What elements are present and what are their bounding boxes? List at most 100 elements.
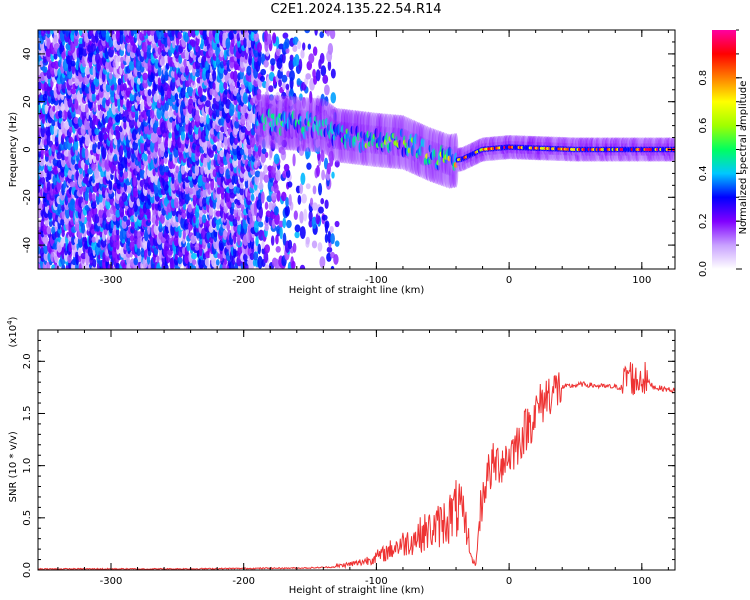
- noise-cell: [283, 163, 290, 172]
- noise-cell: [133, 257, 139, 266]
- noise-cell: [211, 257, 217, 268]
- noise-cell: [294, 231, 300, 239]
- noise-cell: [119, 205, 125, 218]
- noise-cell: [53, 124, 58, 136]
- snr-panel: -300 -200 -100 0 100 0.0 0.5 1.0 1.5 2.0 Height o…: [6, 316, 676, 596]
- noise-cell: [319, 31, 325, 39]
- noise-cell: [142, 257, 148, 269]
- noise-cell: [300, 49, 305, 59]
- noise-cell: [223, 88, 229, 95]
- noise-cell: [122, 83, 127, 91]
- noise-cell: [305, 73, 312, 80]
- noise-cell: [159, 213, 165, 224]
- noise-cell: [93, 102, 97, 113]
- noise-cell: [275, 169, 281, 182]
- noise-cell: [285, 169, 291, 178]
- noise-cell: [243, 253, 248, 262]
- snr-x-tick-label: -300: [100, 576, 123, 587]
- noise-cell: [232, 218, 238, 227]
- snr-x-axis-label: Height of straight line (km): [289, 585, 425, 596]
- colorbar-gradient: [712, 30, 736, 269]
- noise-cell: [61, 264, 66, 269]
- noise-cell: [60, 101, 65, 112]
- noise-cell: [205, 100, 211, 108]
- noise-cell: [157, 77, 162, 86]
- noise-cell: [154, 45, 159, 52]
- noise-cell: [128, 60, 135, 71]
- noise-cell: [38, 195, 41, 206]
- noise-cell: [261, 30, 266, 33]
- noise-cell: [84, 204, 90, 211]
- noise-cell: [154, 59, 160, 69]
- noise-cell: [330, 92, 337, 104]
- spectrogram-x-axis-label: Height of straight line (km): [289, 285, 425, 296]
- noise-cell: [206, 113, 210, 125]
- noise-cell: [164, 109, 169, 119]
- noise-cell: [163, 156, 168, 165]
- noise-cell: [187, 203, 193, 213]
- noise-cell: [194, 132, 199, 140]
- noise-cell: [147, 153, 152, 164]
- noise-cell: [191, 30, 197, 38]
- noise-cell: [278, 79, 282, 88]
- noise-cell: [162, 82, 169, 92]
- noise-cell: [318, 182, 323, 196]
- noise-cell: [41, 176, 46, 185]
- noise-cell: [146, 208, 151, 220]
- noise-cell: [233, 30, 238, 35]
- snr-y-tick-label: 2.0: [22, 353, 33, 369]
- noise-cell: [237, 209, 242, 217]
- noise-cell: [319, 256, 326, 268]
- noise-cell: [285, 197, 290, 207]
- noise-cell: [232, 70, 238, 83]
- noise-cell: [324, 233, 329, 244]
- noise-cell: [249, 134, 256, 148]
- snr-x-tick-label: 0: [506, 576, 512, 587]
- noise-cell: [80, 124, 86, 136]
- noise-cell: [92, 258, 97, 268]
- noise-cell: [156, 255, 160, 263]
- noise-cell: [149, 30, 156, 36]
- noise-cell: [312, 185, 317, 195]
- noise-cell: [321, 169, 326, 181]
- noise-cell: [287, 239, 293, 250]
- noise-cell: [68, 239, 73, 253]
- noise-cell: [226, 72, 232, 79]
- noise-cell: [122, 215, 128, 222]
- noise-cell: [80, 252, 87, 260]
- noise-cell: [199, 116, 204, 124]
- noise-cell: [101, 127, 107, 134]
- noise-cell: [333, 254, 339, 265]
- noise-cell: [126, 98, 130, 109]
- colorbar-tick-label: 0.6: [698, 118, 709, 134]
- noise-cell: [196, 188, 202, 199]
- noise-cell: [255, 235, 259, 247]
- noise-cell: [311, 216, 317, 229]
- noise-cell: [49, 89, 55, 97]
- noise-cell: [302, 42, 306, 51]
- noise-cell: [324, 84, 330, 96]
- noise-cell: [285, 47, 290, 54]
- noise-cell: [135, 47, 141, 57]
- noise-cell: [44, 163, 48, 174]
- noise-cell: [73, 116, 79, 125]
- snr-y-multiplier-close: ): [8, 316, 19, 320]
- noise-cell: [299, 211, 304, 224]
- noise-cell: [243, 36, 247, 49]
- noise-cell: [39, 155, 45, 167]
- snr-y-tick-label: 0.5: [22, 510, 33, 526]
- noise-cell: [139, 206, 145, 218]
- spectrogram-y-tick-label: -20: [22, 189, 33, 205]
- noise-cell: [101, 146, 107, 160]
- noise-cell: [191, 265, 197, 269]
- noise-cell: [314, 30, 318, 36]
- noise-cell: [42, 235, 49, 245]
- noise-cell: [119, 30, 124, 35]
- noise-cell: [98, 260, 104, 267]
- spectrogram-x-tick-label: -200: [232, 275, 255, 286]
- noise-cell: [173, 197, 179, 209]
- spectrogram-y-tick-label: -40: [22, 237, 33, 253]
- noise-cell: [91, 193, 96, 202]
- noise-cell: [123, 30, 128, 37]
